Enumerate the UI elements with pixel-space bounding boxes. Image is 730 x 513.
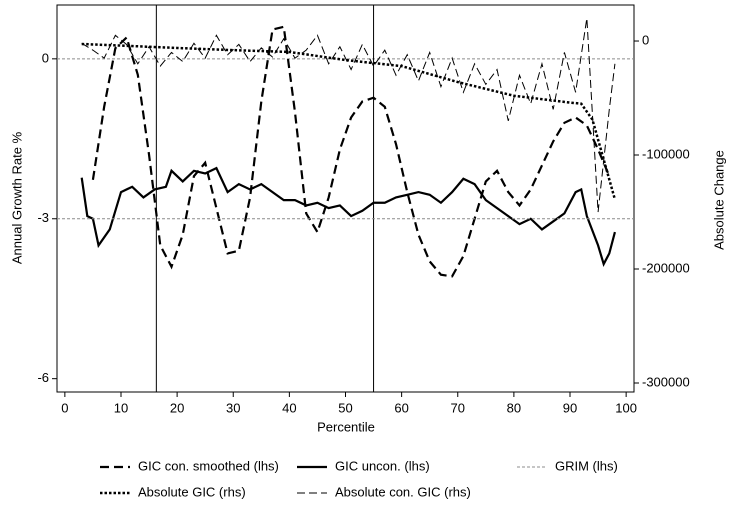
legend-label: GIC uncon. (lhs)	[335, 458, 430, 473]
x-tick-label: 60	[394, 400, 408, 415]
x-tick-label: 0	[61, 400, 68, 415]
x-tick-label: 80	[507, 400, 521, 415]
y2-tick-label: -300000	[642, 374, 690, 389]
legend-label: Absolute GIC (rhs)	[138, 484, 246, 499]
series-line	[80, 166, 616, 267]
x-tick-label: 10	[114, 400, 128, 415]
x-tick-label: 90	[563, 400, 577, 415]
y2-tick-label: 0	[642, 32, 649, 47]
y-axis-title: Annual Growth Rate %	[9, 131, 24, 264]
x-tick-label: 70	[451, 400, 465, 415]
x-axis-title: Percentile	[317, 419, 375, 434]
legend-label: GRIM (lhs)	[555, 458, 618, 473]
x-tick-label: 40	[282, 400, 296, 415]
y-tick-label: -6	[37, 370, 49, 385]
x-tick-label: 100	[615, 400, 637, 415]
x-tick-label: 50	[338, 400, 352, 415]
y-tick-label: -3	[37, 210, 49, 225]
series-line	[91, 25, 611, 278]
series-line	[81, 42, 617, 200]
legend-label: Absolute con. GIC (rhs)	[335, 484, 471, 499]
legend-label: GIC con. smoothed (lhs)	[138, 458, 279, 473]
y-tick-label: 0	[42, 50, 49, 65]
y2-axis-title: Absolute Change	[711, 150, 726, 250]
series-line	[81, 18, 616, 213]
x-tick-label: 30	[226, 400, 240, 415]
y2-tick-label: -100000	[642, 146, 690, 161]
x-tick-label: 20	[170, 400, 184, 415]
y2-tick-label: -200000	[642, 260, 690, 275]
